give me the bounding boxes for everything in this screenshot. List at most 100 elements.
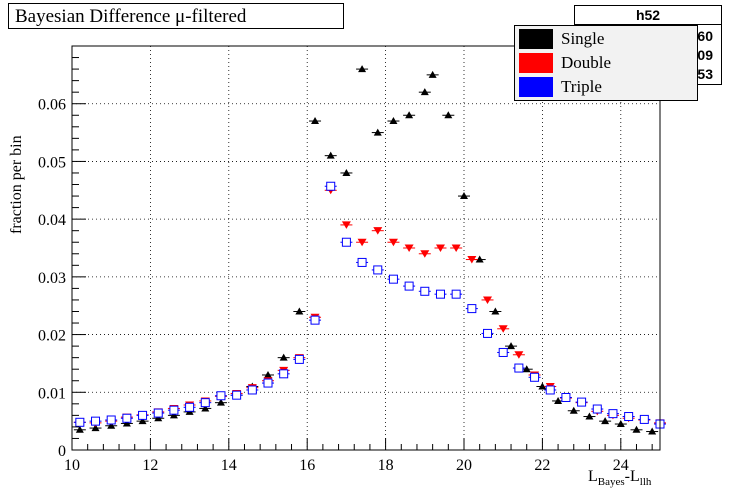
y-tick-label: 0.06 [38, 97, 66, 114]
x-axis-label-sub-llh: llh [639, 476, 652, 489]
data-point-single [216, 398, 225, 406]
series-double [73, 186, 666, 427]
data-point-triple [357, 257, 367, 267]
data-point-single [554, 396, 563, 404]
legend-label-single: Single [561, 29, 605, 48]
data-point-double [341, 221, 351, 229]
data-point-single [279, 353, 288, 361]
tick-labels: 10 12 14 16 18 20 22 24 0 0.01 0.02 0.03 0.04 0.05 0.0… [38, 97, 629, 474]
data-point-triple [138, 410, 148, 420]
data-point-double [435, 244, 445, 252]
legend-swatch-double [519, 53, 553, 73]
series-single [73, 65, 659, 435]
data-point-triple [247, 385, 257, 395]
data-point-triple [232, 390, 242, 400]
data-point-single [201, 404, 210, 412]
data-point-single [420, 88, 429, 96]
data-point-triple [185, 402, 195, 412]
x-tick-label: 22 [534, 457, 550, 474]
x-tick-label: 20 [456, 457, 472, 474]
plot-frame [71, 45, 661, 451]
stats-value-3: 53 [697, 66, 713, 82]
legend: Single Double Triple [514, 25, 698, 101]
data-point-triple [530, 372, 540, 382]
data-point-single [373, 128, 382, 136]
data-point-triple [577, 397, 587, 407]
data-point-triple [467, 304, 477, 314]
data-point-single [122, 419, 131, 427]
data-point-double [404, 244, 414, 252]
y-axis-label-text: fraction per bin [8, 135, 25, 234]
data-point-single [601, 417, 610, 425]
legend-label-triple: Triple [561, 77, 602, 96]
legend-swatch-triple [519, 77, 553, 97]
data-point-triple [216, 391, 226, 401]
data-point-double [483, 296, 493, 304]
data-point-single [75, 425, 84, 433]
data-point-double [357, 238, 367, 247]
y-tick-label: 0.03 [38, 270, 66, 287]
x-axis-label-main: L [588, 468, 598, 485]
data-point-single [585, 412, 594, 420]
data-point-triple [153, 408, 163, 418]
data-point-triple [483, 328, 493, 338]
data-point-double [388, 238, 398, 247]
data-point-triple [263, 378, 273, 388]
x-axis-label: LBayes-Lllh [588, 468, 651, 488]
data-point-triple [294, 354, 304, 364]
data-point-single [389, 117, 398, 125]
data-point-double [451, 244, 461, 252]
data-point-triple [545, 385, 555, 395]
data-point-single [154, 414, 163, 422]
data-point-triple [75, 417, 85, 427]
x-tick-label: 14 [221, 457, 237, 474]
data-point-triple [200, 398, 210, 408]
data-point-triple [451, 289, 461, 299]
y-tick-label: 0.02 [38, 328, 66, 345]
data-point-single [107, 421, 116, 429]
data-markers [73, 65, 666, 435]
data-point-triple [310, 315, 320, 325]
data-point-triple [341, 237, 351, 247]
data-point-triple [106, 415, 116, 425]
data-point-double [498, 325, 508, 333]
data-point-single [491, 307, 500, 315]
data-point-single [632, 425, 641, 433]
chart-title: Bayesian Difference μ-filtered [8, 3, 344, 29]
data-point-single [138, 417, 147, 425]
data-point-triple [592, 404, 602, 414]
data-point-triple [279, 369, 289, 379]
axis-ticks [71, 45, 653, 451]
x-tick-label: 16 [299, 457, 315, 474]
data-point-triple [639, 414, 649, 424]
y-tick-label: 0.05 [38, 154, 66, 171]
y-tick-label: 0 [58, 443, 66, 460]
y-tick-label: 0.01 [38, 385, 66, 402]
data-point-single [616, 420, 625, 428]
x-axis-label-dash: -L [624, 468, 640, 485]
data-point-triple [420, 286, 430, 296]
data-point-single [460, 192, 468, 200]
data-point-double [514, 351, 524, 359]
data-point-double [420, 250, 430, 258]
data-point-single [311, 117, 320, 125]
data-point-single [444, 111, 453, 119]
data-point-single [342, 168, 351, 176]
stats-value-1: 60 [697, 28, 713, 44]
data-point-single [91, 424, 100, 432]
stats-title: h52 [575, 6, 721, 25]
data-point-single [295, 307, 304, 315]
x-tick-label: 12 [142, 457, 158, 474]
data-point-triple [91, 416, 101, 426]
data-point-triple [388, 274, 398, 284]
data-point-single [405, 111, 414, 119]
data-point-single [538, 382, 547, 390]
data-point-triple [326, 181, 336, 191]
data-point-single [648, 427, 657, 435]
data-point-triple [514, 363, 524, 373]
grid-lines [72, 46, 660, 450]
x-axis-label-sub-bayes: Bayes [597, 476, 625, 489]
data-point-triple [561, 392, 571, 402]
data-point-triple [122, 413, 132, 423]
